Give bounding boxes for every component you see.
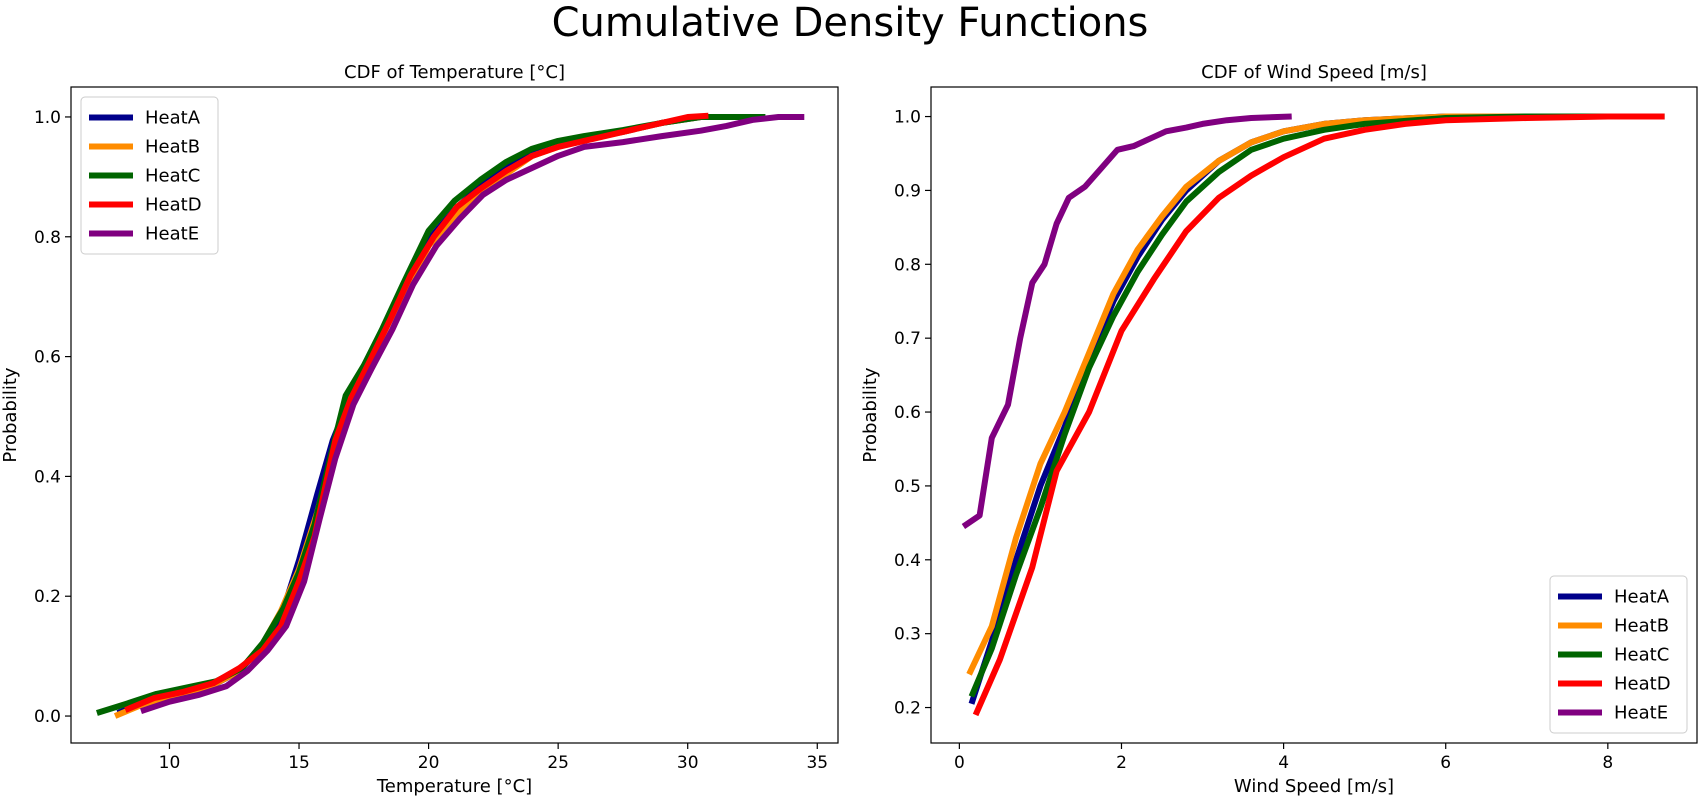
series-line-heate xyxy=(140,114,805,715)
plot-frame xyxy=(930,86,1698,744)
y-tick-label: 0.2 xyxy=(34,587,61,607)
legend-label: HeatB xyxy=(1614,616,1669,637)
legend: HeatA HeatB HeatC HeatD HeatE xyxy=(80,96,219,255)
x-tick-label: 10 xyxy=(159,753,181,773)
legend-label: HeatA xyxy=(1614,587,1670,608)
y-tick-label: 0.9 xyxy=(894,181,921,201)
legend-label: HeatB xyxy=(145,137,200,158)
legend-label: HeatE xyxy=(1614,703,1668,724)
panel-title: CDF of Wind Speed [m/s] xyxy=(1201,62,1427,83)
x-tick-label: 2 xyxy=(1116,753,1127,773)
y-tick-label: 0.8 xyxy=(34,228,61,248)
legend-box xyxy=(80,96,219,255)
y-tick-label: 0.0 xyxy=(34,707,61,727)
chart-panel-1: CDF of Temperature [°C] 10 15 20 25 30 35 0.0 0.… xyxy=(0,62,839,797)
y-tick-label: 0.7 xyxy=(894,329,921,349)
y-tick-label: 0.6 xyxy=(894,403,921,423)
legend-box xyxy=(1549,575,1688,734)
y-tick-label: 0.4 xyxy=(34,467,61,487)
y-tick-label: 0.6 xyxy=(34,348,61,368)
figure-suptitle: Cumulative Density Functions xyxy=(551,0,1149,46)
y-tick-label: 0.3 xyxy=(894,625,921,645)
y-axis-label: Probability xyxy=(0,367,21,462)
x-axis-label: Wind Speed [m/s] xyxy=(1234,776,1394,797)
x-tick-label: 0 xyxy=(954,753,965,773)
y-tick-label: 0.8 xyxy=(894,255,921,275)
x-axis-label: Temperature [°C] xyxy=(376,776,532,797)
y-tick-label: 0.4 xyxy=(894,551,921,571)
x-tick-label: 15 xyxy=(288,753,310,773)
y-axis-label: Probability xyxy=(860,367,881,462)
legend: HeatA HeatB HeatC HeatD HeatE xyxy=(1549,575,1688,734)
x-tick-label: 4 xyxy=(1278,753,1289,773)
series-line-heata xyxy=(968,113,1568,705)
series-line-heate xyxy=(961,113,1292,529)
y-tick-label: 1.0 xyxy=(34,108,61,128)
y-tick-label: 0.2 xyxy=(894,699,921,719)
chart-panel-2: CDF of Wind Speed [m/s] 0 2 4 6 8 0.2 0.3 0.4 0.5… xyxy=(860,62,1698,797)
series-line-heatd xyxy=(972,113,1665,717)
legend-label: HeatC xyxy=(1614,645,1669,666)
x-tick-label: 25 xyxy=(547,753,569,773)
x-tick-label: 6 xyxy=(1440,753,1451,773)
legend-label: HeatA xyxy=(145,108,201,129)
series-group xyxy=(96,112,805,719)
series-group xyxy=(961,113,1665,717)
panel-title: CDF of Temperature [°C] xyxy=(344,62,565,83)
y-tick-label: 1.0 xyxy=(894,108,921,128)
plot-frame xyxy=(70,86,839,744)
legend-label: HeatD xyxy=(145,195,202,216)
series-line-heatb xyxy=(966,113,1592,676)
series-line-heatd xyxy=(124,112,709,713)
y-tick-label: 0.5 xyxy=(894,477,921,497)
x-tick-label: 35 xyxy=(806,753,828,773)
x-tick-label: 30 xyxy=(677,753,699,773)
legend-label: HeatD xyxy=(1614,674,1671,695)
legend-label: HeatC xyxy=(145,166,200,187)
x-tick-label: 8 xyxy=(1602,753,1613,773)
x-tick-label: 20 xyxy=(418,753,440,773)
legend-label: HeatE xyxy=(145,224,199,245)
